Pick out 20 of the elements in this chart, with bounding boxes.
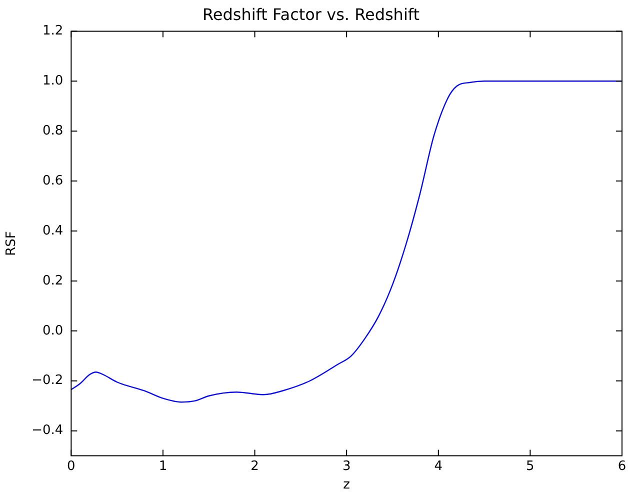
x-tick-label: 2 — [250, 458, 259, 474]
x-tick-label: 5 — [526, 458, 534, 474]
y-tick-label: −0.4 — [32, 423, 64, 438]
chart-title: Redshift Factor vs. Redshift — [202, 4, 420, 24]
line-series — [71, 80, 622, 403]
x-axis-title: z — [343, 478, 350, 493]
x-tick-label: 6 — [618, 458, 626, 474]
y-axis-title: RSF — [4, 231, 20, 256]
x-tick-label: 1 — [158, 458, 168, 474]
x-tick-label: 0 — [67, 458, 76, 474]
y-tick-label: 0.4 — [42, 223, 64, 238]
y-tick-label: 1.0 — [42, 74, 64, 89]
y-tick-label: 0.6 — [42, 173, 64, 188]
y-tick-label: 0.0 — [42, 323, 64, 338]
x-tick-label: 3 — [342, 458, 351, 474]
x-tick-label: 4 — [434, 458, 443, 474]
y-tick-label: 0.2 — [42, 273, 64, 288]
y-tick-label: 1.2 — [42, 24, 64, 39]
y-tick-label: −0.2 — [32, 373, 64, 388]
y-tick-label: 0.8 — [42, 123, 64, 138]
